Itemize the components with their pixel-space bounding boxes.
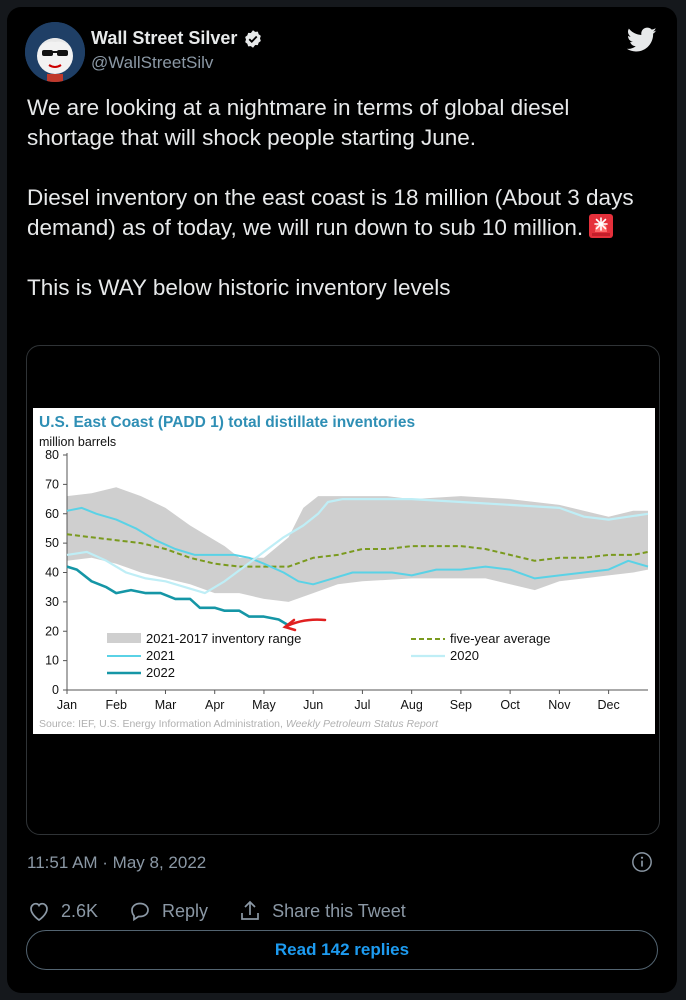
tweet-timestamp[interactable]: 11:51 AM · May 8, 2022: [27, 853, 207, 872]
x-tick-label-jun: Jun: [303, 698, 323, 712]
chart-image: U.S. East Coast (PADD 1) total distillat…: [33, 408, 655, 734]
x-tick-label-nov: Nov: [548, 698, 571, 712]
verified-badge-icon: [245, 29, 262, 48]
like-button[interactable]: 2.6K: [27, 899, 98, 923]
avatar-icon: [25, 22, 85, 82]
legend-label-2022: 2022: [146, 665, 175, 680]
avatar[interactable]: [25, 22, 85, 82]
y-tick-label-40: 40: [45, 566, 59, 580]
share-button[interactable]: Share this Tweet: [238, 899, 406, 923]
legend-label-avg: five-year average: [450, 631, 550, 646]
x-tick-label-jan: Jan: [57, 698, 77, 712]
y-tick-label-30: 30: [45, 595, 59, 609]
legend-label-2021: 2021: [146, 648, 175, 663]
reply-label: Reply: [162, 900, 209, 921]
legend-label-2020: 2020: [450, 648, 479, 663]
y-tick-label-70: 70: [45, 477, 59, 491]
series-five-year-average: [66, 533, 649, 568]
tweet-paragraph-3: This is WAY below historic inventory lev…: [27, 275, 451, 300]
share-label: Share this Tweet: [272, 900, 406, 921]
tweet-paragraph-2-text: Diesel inventory on the east coast is 18…: [27, 185, 634, 240]
x-tick-label-mar: Mar: [155, 698, 177, 712]
tweet-text: We are looking at a nightmare in terms o…: [27, 93, 657, 303]
display-name-row[interactable]: Wall Street Silver: [91, 28, 263, 49]
tweet-card: Wall Street Silver @WallStreetSilv We ar…: [7, 7, 677, 993]
series-2020: [66, 497, 649, 595]
x-tick-label-jul: Jul: [354, 698, 370, 712]
x-tick-label-oct: Oct: [500, 698, 520, 712]
inventory-range-band: [67, 487, 648, 602]
x-tick-label-sep: Sep: [450, 698, 472, 712]
y-tick-label-20: 20: [45, 624, 59, 638]
reply-button[interactable]: Reply: [128, 899, 208, 923]
chart-source-prefix: Source: IEF, U.S. Energy Information Adm…: [39, 718, 283, 730]
y-tick-label-0: 0: [52, 683, 59, 697]
chart-source-italic: Weekly Petroleum Status Report: [285, 718, 438, 730]
legend-label-range: 2021-2017 inventory range: [146, 631, 301, 646]
tweet-paragraph-2: Diesel inventory on the east coast is 18…: [27, 183, 657, 243]
y-tick-label-60: 60: [45, 507, 59, 521]
chart-title: U.S. East Coast (PADD 1) total distillat…: [39, 414, 416, 431]
x-tick-label-feb: Feb: [105, 698, 127, 712]
tweet-paragraph-1: We are looking at a nightmare in terms o…: [27, 95, 570, 150]
x-tick-label-aug: Aug: [401, 698, 423, 712]
y-tick-label-50: 50: [45, 536, 59, 550]
heart-icon: [30, 902, 48, 922]
y-tick-label-80: 80: [45, 448, 59, 462]
user-handle[interactable]: @WallStreetSilv: [91, 53, 214, 72]
y-tick-label-10: 10: [45, 654, 59, 668]
twitter-bird-icon[interactable]: [627, 27, 657, 53]
x-tick-label-dec: Dec: [597, 698, 619, 712]
series-2022: [66, 565, 290, 627]
tweet-actions: 2.6K Reply Share this Tweet: [27, 899, 436, 923]
read-replies-button[interactable]: Read 142 replies: [26, 930, 658, 970]
info-icon[interactable]: [631, 851, 653, 873]
share-icon: [241, 900, 259, 920]
x-tick-label-may: May: [252, 698, 276, 712]
legend-swatch-range: [107, 633, 141, 643]
like-count: 2.6K: [61, 900, 99, 921]
annotation-arrowhead: [282, 618, 297, 632]
series-2021: [66, 506, 649, 586]
chart-source: Source: IEF, U.S. Energy Information Adm…: [39, 718, 438, 730]
rotating-light-icon: [589, 214, 614, 238]
tweet-media[interactable]: U.S. East Coast (PADD 1) total distillat…: [26, 345, 660, 835]
x-tick-label-apr: Apr: [205, 698, 224, 712]
chart-ylabel: million barrels: [39, 435, 117, 449]
reply-icon: [131, 902, 149, 922]
display-name[interactable]: Wall Street Silver: [91, 28, 238, 48]
chart-plot: 0 10 20 30 40 50 60 70 80 Jan Feb Mar Apr May Jun Jul Au…: [45, 448, 649, 712]
